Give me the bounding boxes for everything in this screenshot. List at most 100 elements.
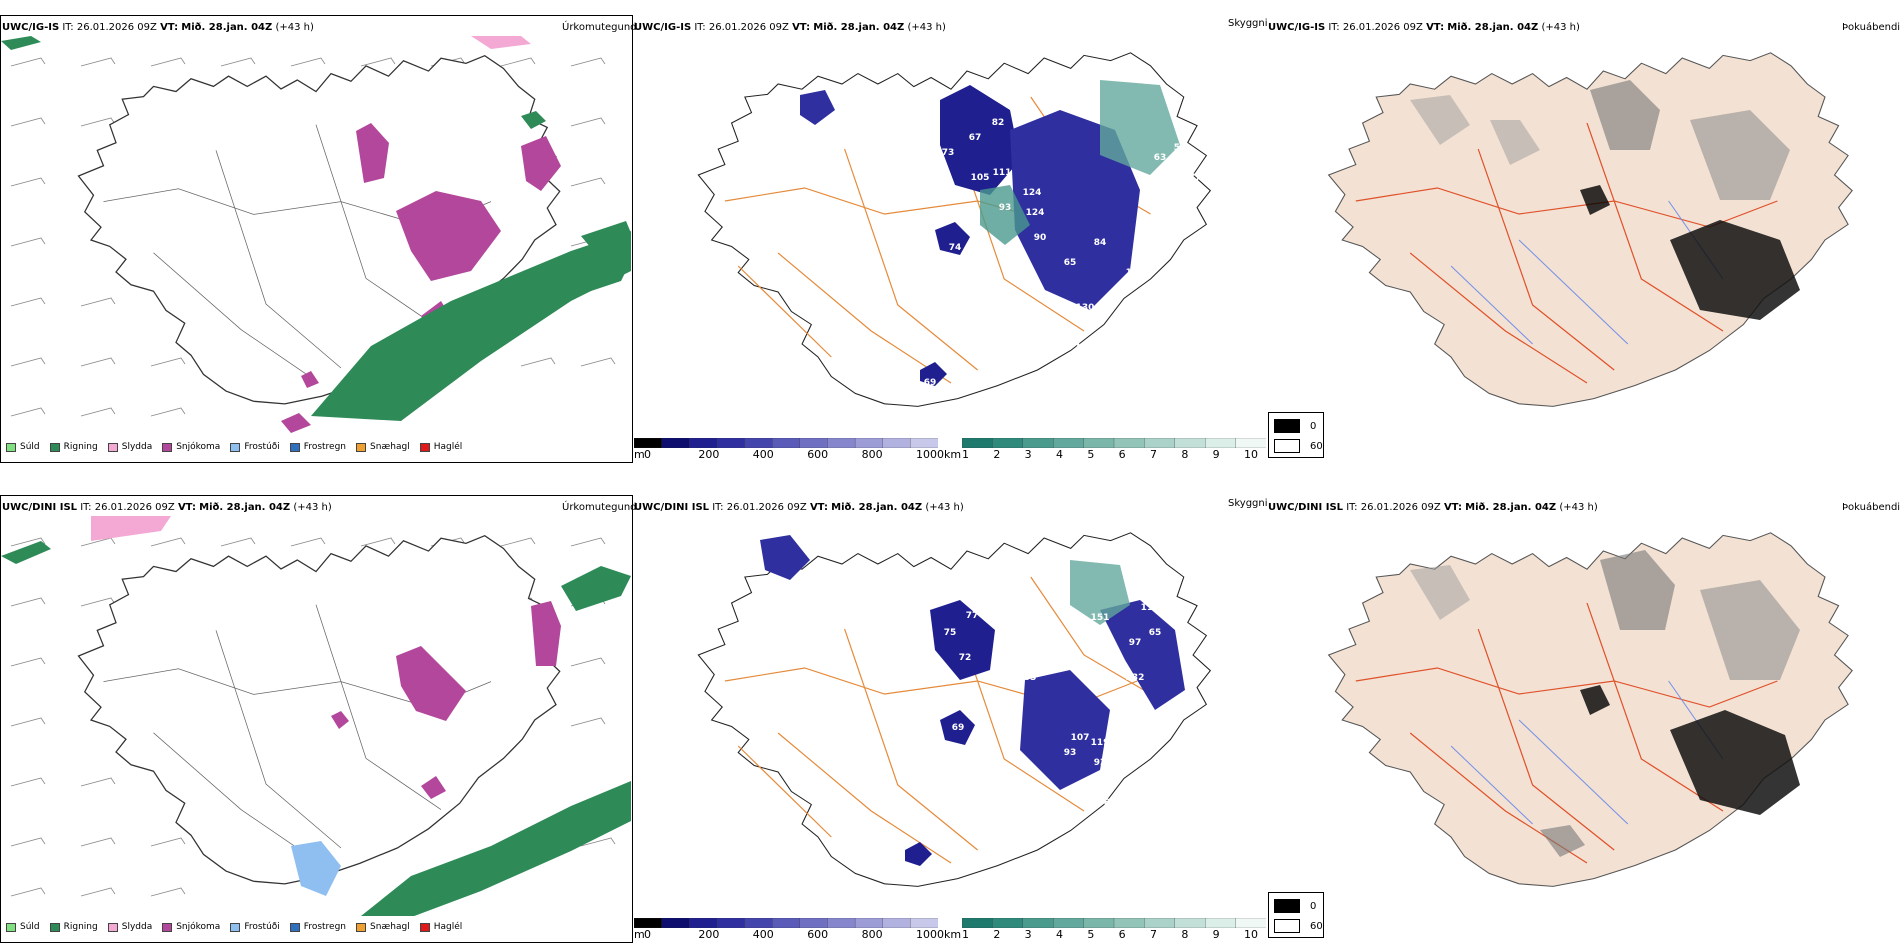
valid-label: VT: bbox=[1443, 502, 1462, 513]
colorbar-segment bbox=[1205, 918, 1237, 928]
swatch bbox=[289, 442, 300, 452]
cloud-base-value: 93 bbox=[999, 203, 1012, 213]
cloud-base-value: 69 bbox=[952, 723, 965, 733]
swatch bbox=[230, 442, 241, 452]
model-name: UWC/IG-IS bbox=[1268, 22, 1326, 33]
tick-label: 10 bbox=[1244, 448, 1258, 461]
roads bbox=[1355, 602, 1778, 864]
vis-title: Skyggni bbox=[1228, 18, 1268, 29]
valid-time: Mið. 28.jan. 04Z bbox=[831, 502, 923, 513]
cloud-base-value: 232 bbox=[1126, 673, 1145, 683]
fog-legend-item-0: 0 bbox=[1274, 419, 1316, 433]
colorbar-segment bbox=[689, 438, 718, 448]
legend-item-snaehagl: Snæhagl bbox=[356, 922, 410, 932]
legend-item-frostregn: Frostregn bbox=[289, 922, 346, 932]
swatch bbox=[1274, 899, 1300, 913]
tick-label: 0 bbox=[644, 928, 651, 941]
legend-item-frostudi: Frostúði bbox=[230, 442, 280, 452]
cloud-base-value: 105 bbox=[971, 173, 990, 183]
init-label: IT: bbox=[80, 502, 92, 513]
precip-header: UWC/DINI ISL IT: 26.01.2026 09Z VT: Mið.… bbox=[2, 502, 332, 514]
wind-barbs bbox=[10, 537, 616, 897]
tick-label: 200 bbox=[698, 928, 720, 941]
cloud-base-value: 86 bbox=[1004, 653, 1017, 663]
swatch bbox=[356, 442, 367, 452]
tick-label: 6 bbox=[1118, 448, 1126, 461]
cloud-base-value: 90 bbox=[1034, 233, 1047, 243]
tick-label: 6 bbox=[1118, 928, 1126, 941]
cloud-base-value: 73 bbox=[942, 148, 955, 158]
colorbar-segment bbox=[910, 918, 938, 928]
tick-label: 4 bbox=[1056, 928, 1063, 941]
swatch bbox=[6, 442, 16, 452]
cloud-base-value: 97 bbox=[1129, 638, 1142, 648]
model-name: UWC/DINI ISL bbox=[2, 502, 78, 513]
precip-header: UWC/IG-IS IT: 26.01.2026 09Z VT: Mið. 28… bbox=[2, 22, 314, 34]
visibility-colorbar bbox=[962, 438, 1266, 448]
colorbar-segment bbox=[716, 438, 746, 448]
cloud-base-value: 85 bbox=[1104, 798, 1117, 808]
fog-title: Þokuábendi bbox=[1842, 22, 1900, 33]
row-ig-is: UWC/IG-IS IT: 26.01.2026 09Z VT: Mið. 28… bbox=[0, 15, 1900, 463]
colorbar-segment bbox=[799, 918, 829, 928]
tick-label: 200 bbox=[698, 448, 720, 461]
colorbar-segment bbox=[992, 918, 1024, 928]
colorbar-segment bbox=[772, 438, 801, 448]
cloud-base-value: 130 bbox=[1076, 303, 1095, 313]
init-label: IT: bbox=[1346, 502, 1358, 513]
cloud-base-value: 77 bbox=[966, 611, 979, 621]
tick-label: 800 bbox=[861, 448, 883, 461]
cloud-base-colorbar bbox=[634, 918, 938, 928]
colorbar-segment bbox=[772, 918, 801, 928]
cloud-base-value: 103 bbox=[1018, 673, 1037, 683]
swatch bbox=[107, 442, 118, 452]
cloud-base-value: 124 bbox=[1026, 208, 1045, 218]
tick-label: 9 bbox=[1212, 928, 1220, 941]
tick-label: 9 bbox=[1212, 448, 1220, 461]
legend-item-sudd: Súld bbox=[6, 922, 40, 932]
colorbar-segment bbox=[854, 438, 884, 448]
tick-label: 400 bbox=[752, 928, 774, 941]
lead-time: (+43 h) bbox=[925, 502, 964, 513]
init-time: 26.01.2026 09Z bbox=[1342, 22, 1423, 33]
swatch bbox=[1274, 439, 1300, 453]
fog-legend: 0 60 bbox=[1268, 412, 1324, 458]
swatch bbox=[49, 922, 60, 932]
cloud-base-unit: m bbox=[634, 448, 645, 461]
visibility-colorbar bbox=[962, 918, 1266, 928]
colorbar-segment bbox=[689, 918, 718, 928]
colorbar-segment bbox=[827, 438, 856, 448]
cloud-base-value: 66 bbox=[1204, 683, 1217, 693]
valid-time: Mið. 28.jan. 04Z bbox=[1465, 502, 1557, 513]
colorbar-segment bbox=[744, 918, 773, 928]
tick-label: 8 bbox=[1181, 928, 1189, 941]
valid-label: VT: bbox=[809, 502, 828, 513]
cloud-base-colorbar bbox=[634, 438, 938, 448]
legend-item-rigning: Rigning bbox=[49, 442, 98, 452]
swatch bbox=[419, 922, 430, 932]
legend-item-frostregn: Frostregn bbox=[289, 442, 346, 452]
tick-label: 600 bbox=[807, 928, 829, 941]
cloud-base-value: 77 bbox=[1189, 173, 1202, 183]
tick-label: 3 bbox=[1024, 928, 1032, 941]
visibility-unit: km bbox=[944, 928, 962, 941]
legend-item-snaehagl: Snæhagl bbox=[356, 442, 410, 452]
cloud-base-value: 73 bbox=[1004, 258, 1017, 268]
legend-item-frostudi: Frostúði bbox=[230, 922, 280, 932]
tick-label: 7 bbox=[1150, 448, 1157, 461]
colorbar-segment bbox=[1083, 438, 1115, 448]
cloud-base-ticks: 0 200 400 600 800 1000 bbox=[634, 448, 944, 462]
init-time: 26.01.2026 09Z bbox=[708, 22, 789, 33]
tick-label: 3 bbox=[1024, 448, 1032, 461]
cloud-base-value: 111 bbox=[993, 168, 1012, 178]
colorbar-segment bbox=[1235, 918, 1266, 928]
lead-time: (+43 h) bbox=[907, 22, 946, 33]
cloud-base-labels: 73 67 82 105 124 111 93 124 63 56 77 74 90 73 65 84 151 1… bbox=[924, 118, 1202, 388]
cloud-base-value: 63 bbox=[1154, 153, 1167, 163]
lead-time: (+43 h) bbox=[1541, 22, 1580, 33]
roads bbox=[1355, 122, 1778, 384]
tick-label: 5 bbox=[1087, 928, 1095, 941]
precip-title: Úrkomutegund bbox=[562, 22, 637, 33]
